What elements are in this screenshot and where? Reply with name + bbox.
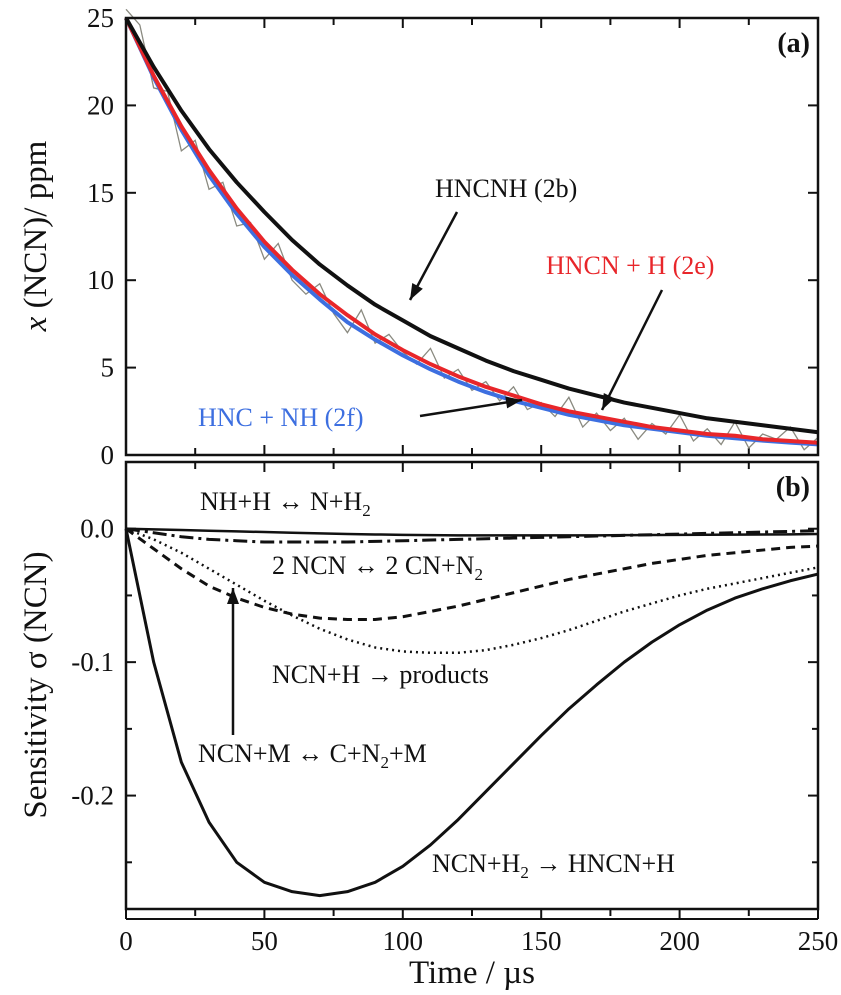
y-tick-label-b: 0.0 <box>80 514 114 544</box>
ncn-h2-sub: 2 <box>520 863 529 882</box>
x-axis-label: Time / µs <box>409 955 535 991</box>
panel-b-ylabel: Sensitivity σ (NCN) <box>18 551 54 818</box>
y-tick-label-b: -0.2 <box>71 781 114 811</box>
series-nh-h-n-h2 <box>125 527 819 537</box>
panel-a: 0 5 10 15 20 25 (a) x (NCN)/ ppm HNCNH (2b) H… <box>18 3 820 470</box>
y-tick-label-b: -0.1 <box>71 647 114 677</box>
panel-a-frame <box>124 16 820 457</box>
series-ncn-h2-hncn-h <box>124 528 819 898</box>
x-tick-label: 100 <box>383 926 424 956</box>
annotation-ncn-h2: NCN+H2 → HNCN+H <box>432 849 675 882</box>
series-ncn-h-products <box>125 527 819 655</box>
x-tick-label: 50 <box>251 926 278 956</box>
panel-b: 0 50 100 150 200 250 -0.2 -0.1 0.0 (b) Sensitivi… <box>18 460 839 991</box>
panel-b-frame <box>124 460 820 911</box>
arrow-ncn-m-head <box>227 588 239 604</box>
panel-b-series <box>124 527 819 898</box>
x-tick-label: 200 <box>659 926 700 956</box>
ncn2-sub: 2 <box>474 565 483 584</box>
x-tick-label: 150 <box>521 926 562 956</box>
nh-h-sub: 2 <box>362 501 371 520</box>
annotation-ncn-m: NCN+M ↔ C+N2+M <box>198 739 427 772</box>
panel-b-label: (b) <box>776 472 810 503</box>
panel-a-ticks: 0 5 10 15 20 25 <box>87 3 819 470</box>
arrow-hnc-nh <box>419 398 523 418</box>
annotation-2ncn: 2 NCN ↔ 2 CN+N2 <box>272 551 483 584</box>
arrow-hncnh <box>408 211 459 301</box>
y-tick-label-a: 25 <box>87 3 114 33</box>
annotation-hncn-h: HNCN + H (2e) <box>546 251 714 280</box>
arrow-hnc-nh-head <box>505 396 522 409</box>
ncn-m-text: NCN+M ↔ C+N <box>198 739 381 768</box>
arrow-hncnh-head <box>410 283 423 300</box>
x-tick-label: 250 <box>798 926 839 956</box>
nh-h-text: NH+H ↔ N+H <box>200 487 362 516</box>
annotation-arrows <box>227 211 664 735</box>
panel-b-ticks: 0 50 100 150 200 250 -0.2 -0.1 0.0 <box>71 461 839 956</box>
ylabel-rest: (NCN)/ ppm <box>18 140 54 316</box>
series-hncnh-2b- <box>124 17 819 435</box>
y-tick-label-a: 10 <box>87 265 114 295</box>
series-2-ncn-2-cn-n2 <box>125 527 819 544</box>
ncn2-text: 2 NCN ↔ 2 CN+N <box>272 551 475 580</box>
arrow-hncn-h-head <box>602 393 615 410</box>
y-tick-label-a: 20 <box>87 90 114 120</box>
ncn-m-sub: 2 <box>380 753 389 772</box>
y-tick-label-a: 5 <box>101 353 115 383</box>
annotation-nh-h: NH+H ↔ N+H2 <box>200 487 371 520</box>
x-tick-label: 0 <box>119 926 133 956</box>
arrow-hncn-h <box>600 289 664 411</box>
panel-a-ylabel: x (NCN)/ ppm <box>18 140 54 332</box>
ncn-h2-text: NCN+H <box>432 849 521 878</box>
series-hncn-h-2e- <box>124 17 819 445</box>
annotation-ncn-h: NCN+H → products <box>272 660 489 689</box>
annotation-hnc-nh: HNC + NH (2f) <box>198 403 364 432</box>
annotation-hncnh: HNCNH (2b) <box>435 174 577 203</box>
ncn-h2-tail: → HNCN+H <box>529 849 675 878</box>
panel-a-series <box>124 8 819 451</box>
ncn-m-tail: +M <box>389 739 427 768</box>
ylabel-italic-x: x <box>18 316 54 332</box>
y-tick-label-a: 0 <box>101 440 115 470</box>
y-tick-label-a: 15 <box>87 178 114 208</box>
series-ncn-m-c-n2-m <box>125 527 819 621</box>
panel-a-label: (a) <box>777 28 810 59</box>
